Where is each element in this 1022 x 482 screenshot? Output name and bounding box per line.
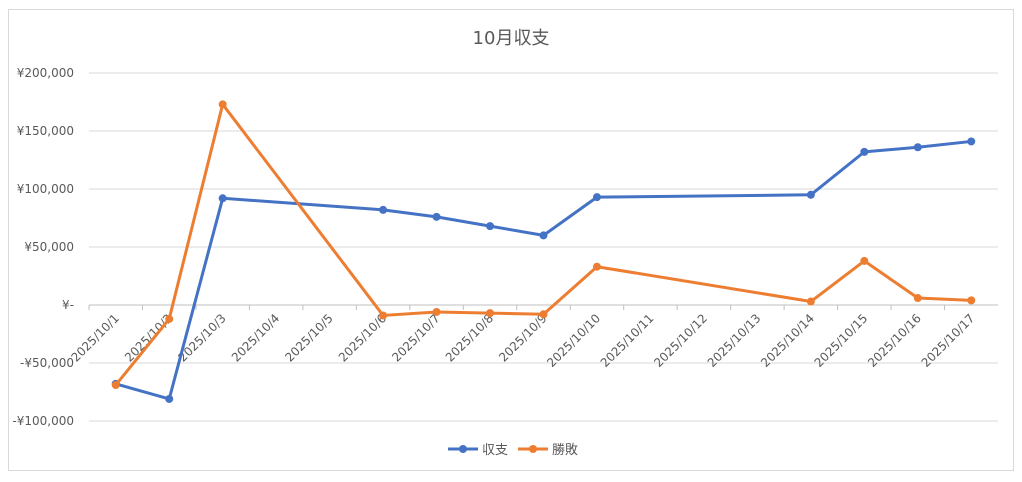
y-tick-label: ¥50,000 bbox=[24, 240, 74, 254]
series-line bbox=[114, 139, 973, 401]
series-1 bbox=[111, 137, 976, 403]
gridlines bbox=[89, 72, 998, 422]
data-point bbox=[432, 212, 441, 221]
x-tick-label: 2025/10/11 bbox=[598, 311, 657, 370]
x-tick-label: 2025/10/1 bbox=[68, 311, 121, 364]
y-tick-label: -¥50,000 bbox=[20, 356, 74, 370]
legend-marker bbox=[529, 445, 537, 453]
data-point bbox=[860, 147, 869, 156]
legend-marker bbox=[459, 445, 467, 453]
data-point bbox=[913, 294, 922, 303]
legend-item: 勝敗 bbox=[518, 443, 578, 458]
series-layer bbox=[111, 100, 976, 403]
data-point bbox=[218, 100, 227, 109]
x-tick-label: 2025/10/8 bbox=[443, 311, 496, 364]
data-point bbox=[860, 256, 869, 265]
x-tick-label: 2025/10/6 bbox=[336, 311, 389, 364]
data-point bbox=[592, 193, 601, 202]
x-tick-label: 2025/10/5 bbox=[282, 311, 335, 364]
y-tick-label: ¥150,000 bbox=[17, 124, 74, 138]
data-point bbox=[218, 194, 227, 203]
data-point bbox=[967, 296, 976, 305]
data-point bbox=[379, 311, 388, 320]
y-tick-label: -¥100,000 bbox=[12, 414, 74, 428]
data-point bbox=[379, 205, 388, 214]
data-point bbox=[539, 231, 548, 240]
data-point bbox=[432, 307, 441, 316]
chart-title: 10月収支 bbox=[473, 28, 550, 49]
y-axis: ¥200,000 ¥150,000 ¥100,000 ¥50,000 ¥- -¥50,00… bbox=[12, 66, 74, 428]
legend-label: 勝敗 bbox=[552, 443, 578, 458]
y-tick-label: ¥- bbox=[62, 298, 74, 312]
data-point bbox=[165, 314, 174, 323]
data-point bbox=[539, 310, 548, 319]
data-point bbox=[592, 262, 601, 271]
x-tick-label: 2025/10/10 bbox=[544, 311, 603, 370]
data-point bbox=[165, 394, 174, 403]
legend-item: 収支 bbox=[448, 443, 508, 458]
legend: 収支 勝敗 bbox=[448, 443, 578, 458]
chart-area bbox=[8, 9, 1014, 471]
x-tick-label: 2025/10/7 bbox=[389, 311, 442, 364]
x-tick-label: 2025/10/3 bbox=[175, 311, 228, 364]
data-point bbox=[806, 190, 815, 199]
y-tick-label: ¥200,000 bbox=[17, 66, 74, 80]
data-point bbox=[111, 381, 120, 390]
x-tick-label: 2025/10/12 bbox=[651, 311, 710, 370]
x-tick-label: 2025/10/9 bbox=[496, 311, 549, 364]
x-tick-label: 2025/10/14 bbox=[758, 311, 817, 370]
data-point bbox=[486, 309, 495, 318]
data-point bbox=[806, 297, 815, 306]
legend-label: 収支 bbox=[482, 443, 508, 458]
data-point bbox=[486, 222, 495, 231]
x-tick-label: 2025/10/15 bbox=[812, 311, 871, 370]
data-point bbox=[913, 143, 922, 152]
series-2 bbox=[111, 100, 976, 390]
y-tick-label: ¥100,000 bbox=[17, 182, 74, 196]
x-tick-label: 2025/10/16 bbox=[865, 311, 924, 370]
x-tick-label: 2025/10/17 bbox=[919, 311, 978, 370]
x-tick-label: 2025/10/4 bbox=[229, 311, 282, 364]
x-tick-label: 2025/10/13 bbox=[705, 311, 764, 370]
data-point bbox=[967, 137, 976, 146]
series-line bbox=[114, 102, 973, 387]
